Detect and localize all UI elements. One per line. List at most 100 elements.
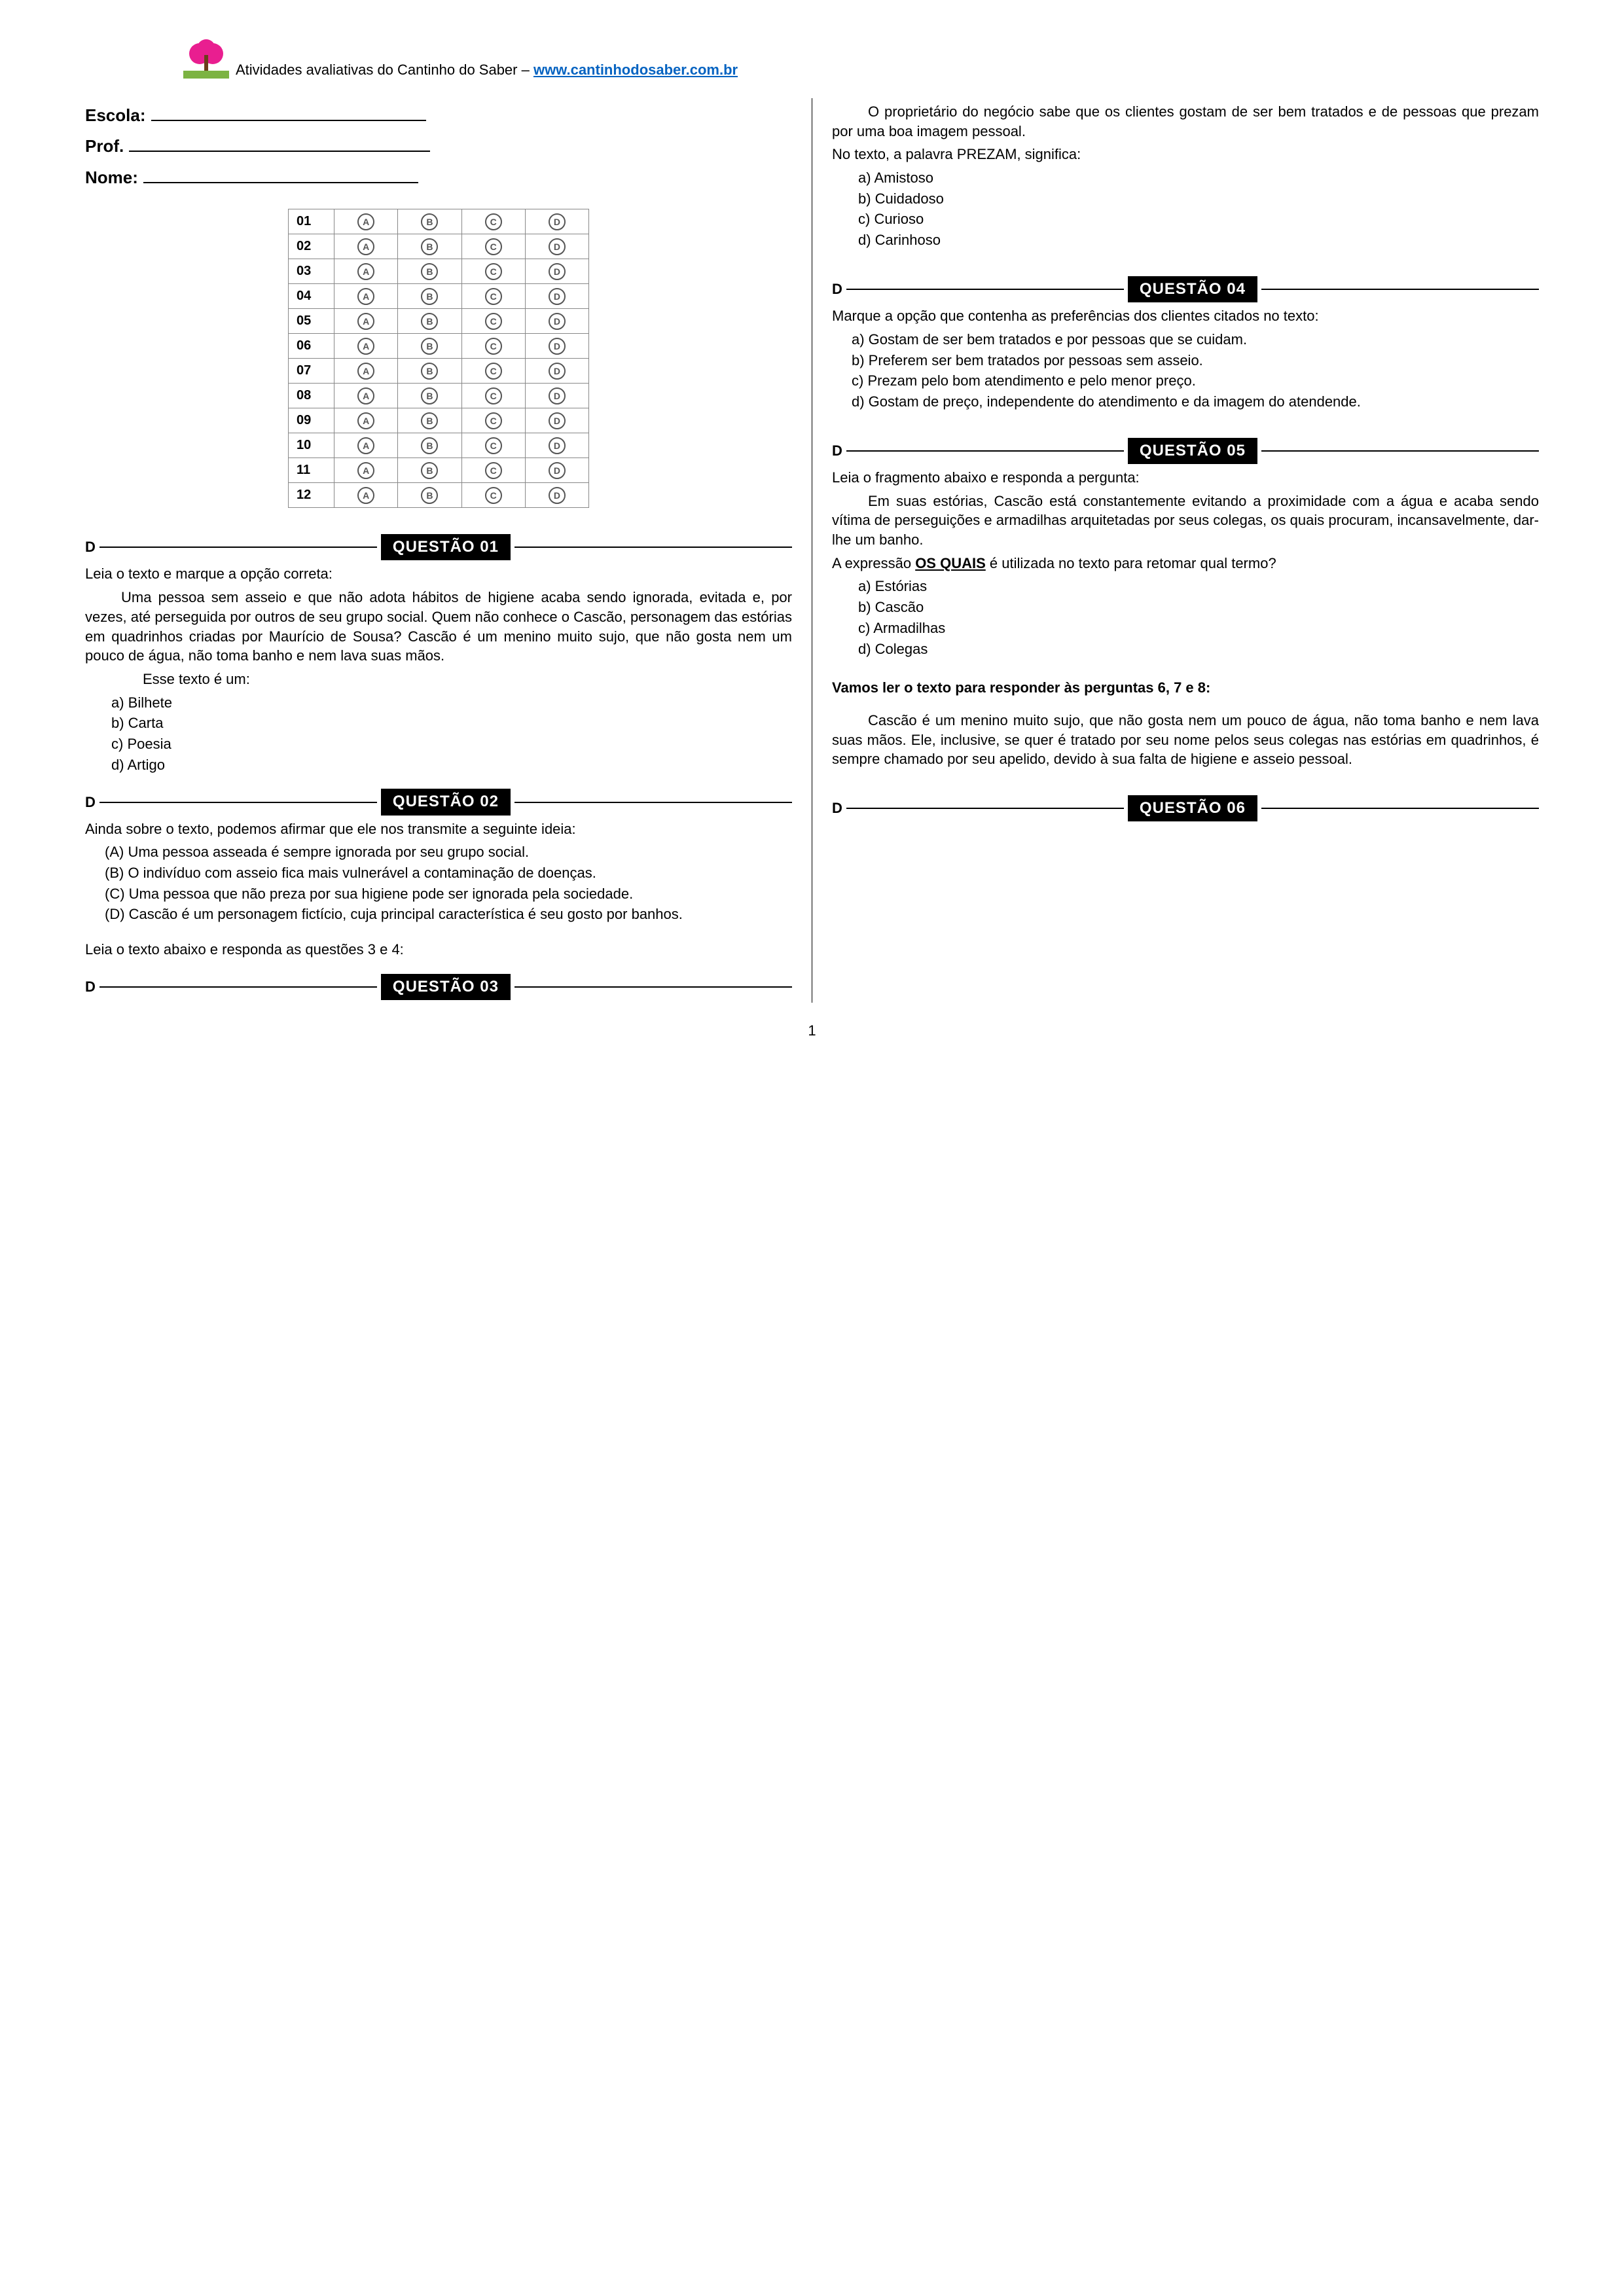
q3-opt-a[interactable]: a) Amistoso	[858, 168, 1539, 188]
q5-opt-a[interactable]: a) Estórias	[858, 577, 1539, 596]
bubble-b-icon[interactable]: B	[421, 462, 438, 479]
bubble-a-icon[interactable]: A	[357, 387, 374, 404]
answer-bubble-cell[interactable]: C	[461, 259, 525, 284]
bubble-b-icon[interactable]: B	[421, 313, 438, 330]
bubble-c-icon[interactable]: C	[485, 387, 502, 404]
q5-opt-b[interactable]: b) Cascão	[858, 598, 1539, 617]
bubble-b-icon[interactable]: B	[421, 487, 438, 504]
answer-bubble-cell[interactable]: B	[398, 458, 461, 483]
answer-bubble-cell[interactable]: D	[525, 334, 588, 359]
bubble-d-icon[interactable]: D	[549, 238, 566, 255]
answer-bubble-cell[interactable]: B	[398, 384, 461, 408]
bubble-c-icon[interactable]: C	[485, 238, 502, 255]
answer-bubble-cell[interactable]: A	[334, 384, 398, 408]
bubble-d-icon[interactable]: D	[549, 338, 566, 355]
bubble-b-icon[interactable]: B	[421, 437, 438, 454]
answer-bubble-cell[interactable]: C	[461, 384, 525, 408]
answer-bubble-cell[interactable]: A	[334, 408, 398, 433]
blank-escola[interactable]	[151, 102, 426, 121]
bubble-d-icon[interactable]: D	[549, 363, 566, 380]
answer-bubble-cell[interactable]: D	[525, 458, 588, 483]
answer-bubble-cell[interactable]: A	[334, 234, 398, 259]
answer-bubble-cell[interactable]: A	[334, 284, 398, 309]
bubble-d-icon[interactable]: D	[549, 487, 566, 504]
q1-opt-a[interactable]: a) Bilhete	[111, 693, 792, 713]
bubble-d-icon[interactable]: D	[549, 387, 566, 404]
answer-bubble-cell[interactable]: B	[398, 483, 461, 508]
answer-bubble-cell[interactable]: D	[525, 384, 588, 408]
answer-bubble-cell[interactable]: A	[334, 483, 398, 508]
answer-bubble-cell[interactable]: C	[461, 433, 525, 458]
bubble-c-icon[interactable]: C	[485, 412, 502, 429]
bubble-b-icon[interactable]: B	[421, 213, 438, 230]
bubble-a-icon[interactable]: A	[357, 338, 374, 355]
bubble-c-icon[interactable]: C	[485, 487, 502, 504]
bubble-c-icon[interactable]: C	[485, 338, 502, 355]
answer-bubble-cell[interactable]: C	[461, 334, 525, 359]
answer-bubble-cell[interactable]: C	[461, 458, 525, 483]
answer-bubble-cell[interactable]: A	[334, 259, 398, 284]
answer-bubble-cell[interactable]: A	[334, 458, 398, 483]
answer-bubble-cell[interactable]: A	[334, 334, 398, 359]
bubble-a-icon[interactable]: A	[357, 238, 374, 255]
answer-bubble-cell[interactable]: D	[525, 483, 588, 508]
answer-bubble-cell[interactable]: B	[398, 234, 461, 259]
answer-bubble-cell[interactable]: B	[398, 309, 461, 334]
header-link[interactable]: www.cantinhodosaber.com.br	[533, 62, 738, 78]
bubble-d-icon[interactable]: D	[549, 437, 566, 454]
answer-bubble-cell[interactable]: D	[525, 408, 588, 433]
q3-opt-d[interactable]: d) Carinhoso	[858, 230, 1539, 250]
bubble-d-icon[interactable]: D	[549, 462, 566, 479]
bubble-c-icon[interactable]: C	[485, 437, 502, 454]
bubble-a-icon[interactable]: A	[357, 313, 374, 330]
q1-opt-b[interactable]: b) Carta	[111, 713, 792, 733]
q4-opt-b[interactable]: b) Preferem ser bem tratados por pessoas…	[852, 351, 1539, 370]
answer-bubble-cell[interactable]: B	[398, 359, 461, 384]
bubble-b-icon[interactable]: B	[421, 288, 438, 305]
bubble-b-icon[interactable]: B	[421, 363, 438, 380]
bubble-a-icon[interactable]: A	[357, 363, 374, 380]
q2-opt-c[interactable]: (C) Uma pessoa que não preza por sua hig…	[105, 884, 792, 904]
q4-opt-c[interactable]: c) Prezam pelo bom atendimento e pelo me…	[852, 371, 1539, 391]
answer-bubble-cell[interactable]: D	[525, 209, 588, 234]
bubble-a-icon[interactable]: A	[357, 263, 374, 280]
q4-opt-a[interactable]: a) Gostam de ser bem tratados e por pess…	[852, 330, 1539, 350]
q2-opt-b[interactable]: (B) O indivíduo com asseio fica mais vul…	[105, 863, 792, 883]
answer-bubble-cell[interactable]: C	[461, 209, 525, 234]
bubble-a-icon[interactable]: A	[357, 462, 374, 479]
bubble-c-icon[interactable]: C	[485, 363, 502, 380]
answer-bubble-cell[interactable]: C	[461, 309, 525, 334]
bubble-a-icon[interactable]: A	[357, 487, 374, 504]
bubble-a-icon[interactable]: A	[357, 288, 374, 305]
bubble-d-icon[interactable]: D	[549, 263, 566, 280]
answer-bubble-cell[interactable]: D	[525, 433, 588, 458]
q5-opt-c[interactable]: c) Armadilhas	[858, 619, 1539, 638]
q1-opt-d[interactable]: d) Artigo	[111, 755, 792, 775]
bubble-d-icon[interactable]: D	[549, 213, 566, 230]
q3-opt-c[interactable]: c) Curioso	[858, 209, 1539, 229]
answer-bubble-cell[interactable]: B	[398, 408, 461, 433]
bubble-b-icon[interactable]: B	[421, 263, 438, 280]
bubble-d-icon[interactable]: D	[549, 288, 566, 305]
bubble-c-icon[interactable]: C	[485, 462, 502, 479]
blank-prof[interactable]	[129, 134, 430, 152]
answer-bubble-cell[interactable]: A	[334, 359, 398, 384]
answer-bubble-cell[interactable]: A	[334, 309, 398, 334]
q4-opt-d[interactable]: d) Gostam de preço, independente do aten…	[852, 392, 1539, 412]
answer-bubble-cell[interactable]: B	[398, 433, 461, 458]
answer-bubble-cell[interactable]: C	[461, 483, 525, 508]
answer-bubble-cell[interactable]: D	[525, 284, 588, 309]
answer-bubble-cell[interactable]: A	[334, 433, 398, 458]
bubble-c-icon[interactable]: C	[485, 213, 502, 230]
bubble-c-icon[interactable]: C	[485, 313, 502, 330]
answer-bubble-cell[interactable]: C	[461, 234, 525, 259]
answer-bubble-cell[interactable]: D	[525, 234, 588, 259]
blank-nome[interactable]	[143, 164, 418, 183]
answer-bubble-cell[interactable]: B	[398, 209, 461, 234]
answer-bubble-cell[interactable]: C	[461, 284, 525, 309]
q1-opt-c[interactable]: c) Poesia	[111, 734, 792, 754]
answer-bubble-cell[interactable]: C	[461, 408, 525, 433]
bubble-b-icon[interactable]: B	[421, 338, 438, 355]
bubble-a-icon[interactable]: A	[357, 412, 374, 429]
answer-bubble-cell[interactable]: D	[525, 309, 588, 334]
